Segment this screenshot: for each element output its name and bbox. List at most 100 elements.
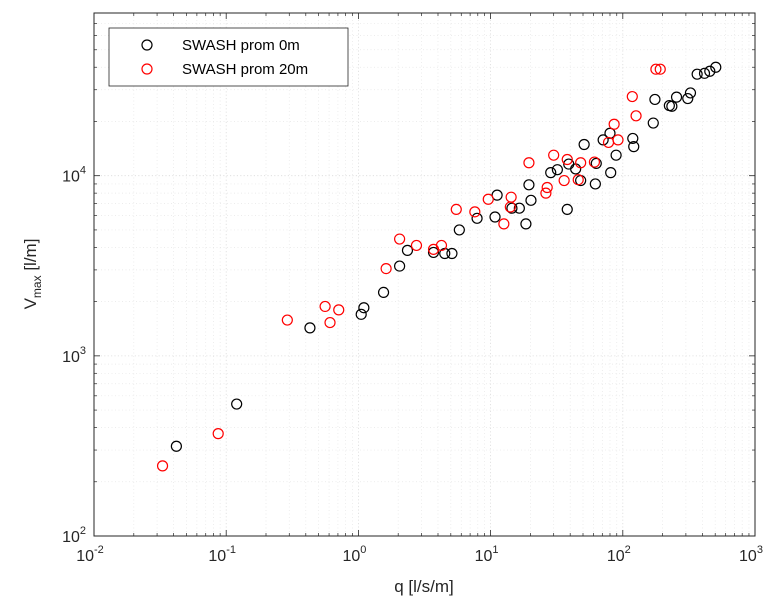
data-points [156, 61, 722, 472]
data-point-series-1 [212, 428, 224, 440]
data-point-series-0 [471, 212, 483, 224]
x-axis-label: q [l/s/m] [394, 577, 454, 596]
x-tick-label-base: 10 [342, 548, 360, 565]
data-point-series-0 [231, 398, 243, 410]
data-point-series-0 [704, 65, 716, 77]
y-tick-label: 104 [62, 165, 86, 186]
x-tick-label-exponent: 2 [625, 544, 631, 556]
data-point-series-0 [489, 211, 501, 223]
data-point-series-0 [649, 93, 661, 106]
data-point-series-0 [597, 134, 609, 146]
legend-marker-series-1 [141, 63, 153, 75]
data-point-series-1 [626, 90, 638, 103]
data-point-series-0 [561, 203, 573, 215]
data-point-series-0 [698, 67, 711, 79]
data-point-series-1 [575, 157, 587, 169]
x-tick-label-base: 10 [76, 548, 94, 565]
y-axis-label-subscript: max [30, 275, 44, 298]
data-point-series-1 [281, 314, 293, 326]
data-point-series-1 [558, 174, 570, 187]
data-point-series-1 [572, 174, 584, 186]
data-point-series-1 [505, 191, 517, 203]
axis-tick-marks [93, 12, 756, 537]
y-tick-label: 102 [62, 525, 86, 546]
legend-label-series-1: SWASH prom 20m [182, 61, 308, 78]
data-point-series-0 [590, 157, 602, 170]
x-tick-label-exponent: 0 [360, 544, 366, 556]
data-point-series-0 [670, 91, 683, 103]
y-tick-label-base: 10 [62, 169, 80, 186]
data-point-series-1 [435, 239, 448, 252]
data-point-series-0 [304, 322, 316, 334]
data-point-series-0 [610, 149, 622, 161]
data-point-series-0 [491, 189, 503, 201]
data-point-series-0 [710, 61, 722, 73]
data-point-series-0 [513, 202, 525, 214]
data-point-series-1 [608, 118, 620, 130]
y-tick-label-base: 10 [62, 349, 80, 366]
data-point-series-1 [523, 157, 535, 169]
data-point-series-1 [612, 134, 624, 146]
data-point-series-1 [540, 187, 552, 199]
data-point-series-0 [506, 202, 518, 214]
x-tick-label-exponent: 3 [757, 544, 763, 556]
data-point-series-1 [324, 316, 336, 329]
data-point-series-1 [333, 304, 345, 316]
data-point-series-0 [628, 141, 640, 153]
data-point-series-1 [410, 239, 423, 252]
major-grid [94, 13, 755, 536]
y-tick-label: 103 [62, 345, 86, 366]
legend-box [108, 27, 349, 87]
data-point-series-1 [469, 206, 481, 218]
data-point-series-0 [551, 164, 563, 176]
data-point-series-0 [401, 244, 414, 256]
data-point-series-1 [156, 460, 169, 472]
x-tick-label: 103 [739, 544, 763, 565]
data-point-series-1 [630, 110, 642, 122]
data-point-series-1 [482, 193, 494, 205]
data-point-series-1 [498, 218, 510, 230]
y-tick-label-base: 10 [62, 529, 80, 546]
y-tick-label-exponent: 4 [80, 165, 86, 177]
x-tick-label-base: 10 [475, 548, 493, 565]
data-point-series-1 [650, 63, 662, 75]
x-tick-label-base: 10 [607, 548, 625, 565]
data-point-series-0 [691, 68, 703, 80]
y-axis-label: Vmax [l/m] [21, 239, 44, 310]
data-point-series-1 [541, 181, 553, 194]
data-point-series-0 [394, 260, 406, 272]
data-point-series-0 [453, 224, 465, 236]
data-point-series-0 [545, 167, 557, 179]
data-point-series-1 [654, 63, 666, 75]
data-point-series-0 [604, 127, 616, 139]
data-point-series-1 [319, 300, 331, 313]
data-point-series-0 [627, 132, 639, 145]
data-point-series-0 [523, 179, 535, 191]
legend-label-series-0: SWASH prom 0m [182, 37, 300, 54]
data-point-series-0 [647, 117, 659, 129]
data-point-series-1 [561, 153, 573, 166]
y-tick-label-exponent: 3 [80, 345, 86, 357]
data-point-series-1 [548, 149, 560, 161]
data-point-series-0 [578, 138, 590, 151]
data-point-series-0 [358, 302, 370, 314]
data-point-series-1 [394, 233, 406, 245]
data-point-series-0 [377, 286, 390, 298]
data-point-series-0 [170, 440, 182, 452]
data-point-series-1 [450, 203, 462, 215]
data-point-series-0 [525, 194, 537, 206]
plot-area-frame [93, 12, 756, 537]
x-tick-label-exponent: 1 [492, 544, 498, 556]
x-tick-label-base: 10 [739, 548, 757, 565]
data-point-series-1 [380, 263, 392, 275]
data-point-series-0 [589, 178, 601, 190]
data-point-series-1 [588, 156, 601, 168]
x-tick-labels: 10-2 10-1 100 101 102 103 [76, 544, 763, 565]
data-point-series-0 [666, 100, 678, 112]
legend-marker-series-0 [141, 39, 153, 51]
data-point-series-0 [684, 87, 697, 99]
data-point-series-0 [605, 167, 617, 179]
data-point-series-0 [520, 218, 532, 230]
